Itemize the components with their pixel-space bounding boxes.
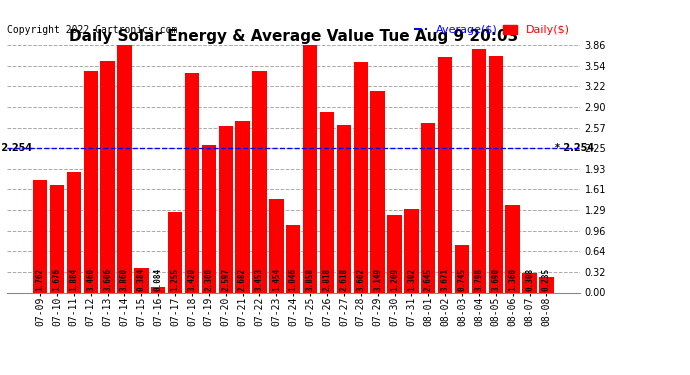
Text: 0.308: 0.308 — [525, 268, 534, 291]
Text: 3.453: 3.453 — [255, 268, 264, 291]
Text: 1.676: 1.676 — [52, 268, 61, 291]
Bar — [185, 73, 199, 292]
Text: 3.420: 3.420 — [188, 268, 197, 291]
Text: 0.384: 0.384 — [137, 268, 146, 291]
Text: 0.084: 0.084 — [154, 268, 163, 291]
Text: 3.602: 3.602 — [356, 268, 365, 291]
Bar — [489, 56, 503, 292]
Bar — [438, 57, 453, 292]
Text: 2.682: 2.682 — [238, 268, 247, 291]
Bar — [50, 185, 64, 292]
Bar — [455, 245, 469, 292]
Text: 1.209: 1.209 — [390, 268, 399, 291]
Text: 3.690: 3.690 — [491, 268, 500, 291]
Bar — [303, 45, 317, 292]
Text: 1.454: 1.454 — [272, 268, 281, 291]
Bar — [67, 172, 81, 292]
Text: 2.300: 2.300 — [204, 268, 213, 291]
Bar — [253, 71, 266, 292]
Bar — [472, 49, 486, 292]
Text: 1.884: 1.884 — [70, 268, 79, 291]
Bar — [404, 209, 419, 292]
Bar — [168, 212, 182, 292]
Bar — [320, 112, 334, 292]
Bar — [151, 287, 166, 292]
Text: 1.360: 1.360 — [508, 268, 517, 291]
Bar — [219, 126, 233, 292]
Text: 3.460: 3.460 — [86, 268, 95, 291]
Text: 2.618: 2.618 — [339, 268, 348, 291]
Bar — [117, 45, 132, 292]
Text: * 2.254: * 2.254 — [0, 143, 32, 153]
Bar — [421, 123, 435, 292]
Text: 3.798: 3.798 — [475, 268, 484, 291]
Text: 2.597: 2.597 — [221, 268, 230, 291]
Bar — [101, 61, 115, 292]
Text: 1.302: 1.302 — [407, 268, 416, 291]
Text: * 2.254: * 2.254 — [555, 143, 594, 153]
Text: 3.149: 3.149 — [373, 268, 382, 291]
Text: 3.858: 3.858 — [306, 268, 315, 291]
Text: 3.671: 3.671 — [441, 268, 450, 291]
Bar — [235, 120, 250, 292]
Text: 0.235: 0.235 — [542, 268, 551, 291]
Text: 0.745: 0.745 — [457, 268, 466, 291]
Text: 3.860: 3.860 — [120, 268, 129, 291]
Bar — [337, 124, 351, 292]
Bar — [269, 199, 284, 292]
Text: 3.606: 3.606 — [103, 268, 112, 291]
Bar — [286, 225, 300, 292]
Bar — [539, 278, 553, 292]
Title: Daily Solar Energy & Average Value Tue Aug 9 20:03: Daily Solar Energy & Average Value Tue A… — [68, 29, 518, 44]
Text: 1.255: 1.255 — [170, 268, 179, 291]
Bar — [201, 145, 216, 292]
Bar — [33, 180, 48, 292]
Bar — [371, 91, 385, 292]
Bar — [353, 62, 368, 292]
Bar — [506, 205, 520, 292]
Text: 2.645: 2.645 — [424, 268, 433, 291]
Bar — [387, 215, 402, 292]
Bar — [134, 268, 148, 292]
Text: 1.762: 1.762 — [36, 268, 45, 291]
Text: Copyright 2022 Cartronics.com: Copyright 2022 Cartronics.com — [7, 25, 177, 35]
Bar — [522, 273, 537, 292]
Text: 2.818: 2.818 — [322, 268, 331, 291]
Bar — [83, 70, 98, 292]
Legend: Average($), Daily($): Average($), Daily($) — [409, 21, 574, 40]
Text: 1.046: 1.046 — [288, 268, 298, 291]
